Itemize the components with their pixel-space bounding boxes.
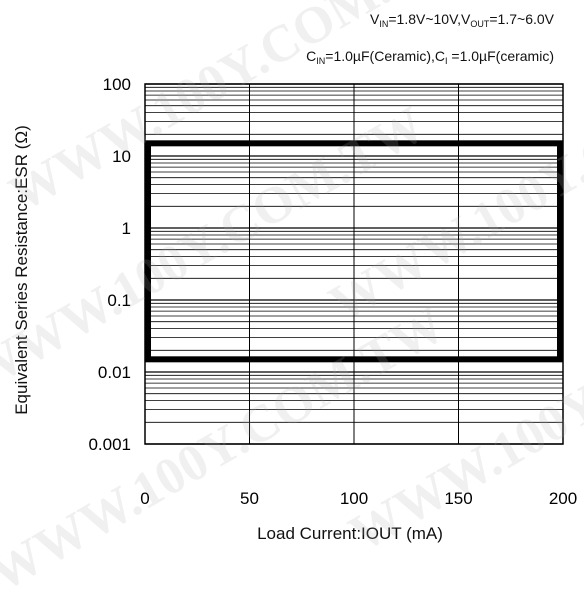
esr-chart: 0.001 0.01 0.1 1 10 100 0 50 100 150 200 (88, 75, 577, 508)
condition-line-2: CIN=1.0µF(Ceramic),CI =1.0µF(ceramic) (306, 48, 554, 66)
y-tick-label: 0.001 (88, 435, 131, 454)
stable-region-box (145, 140, 563, 363)
x-tick-label: 150 (444, 489, 472, 508)
x-axis-label: Load Current:IOUT (mA) (257, 524, 443, 543)
x-tick-labels: 0 50 100 150 200 (140, 489, 577, 508)
major-grid (144, 83, 564, 445)
y-axis-label: Equivalent Series Resistance:ESR (Ω) (12, 125, 31, 415)
y-tick-labels: 0.001 0.01 0.1 1 10 100 (88, 75, 131, 454)
condition-line-1: VIN=1.8V~10V,VOUT=1.7~6.0V (370, 11, 554, 29)
x-tick-label: 0 (140, 489, 149, 508)
y-tick-label: 1 (122, 219, 131, 238)
y-tick-label: 10 (112, 147, 131, 166)
y-tick-label: 100 (103, 75, 131, 94)
y-tick-label: 0.1 (107, 291, 131, 310)
x-tick-label: 100 (340, 489, 368, 508)
x-tick-label: 200 (549, 489, 577, 508)
x-tick-label: 50 (240, 489, 259, 508)
y-tick-label: 0.01 (98, 363, 131, 382)
